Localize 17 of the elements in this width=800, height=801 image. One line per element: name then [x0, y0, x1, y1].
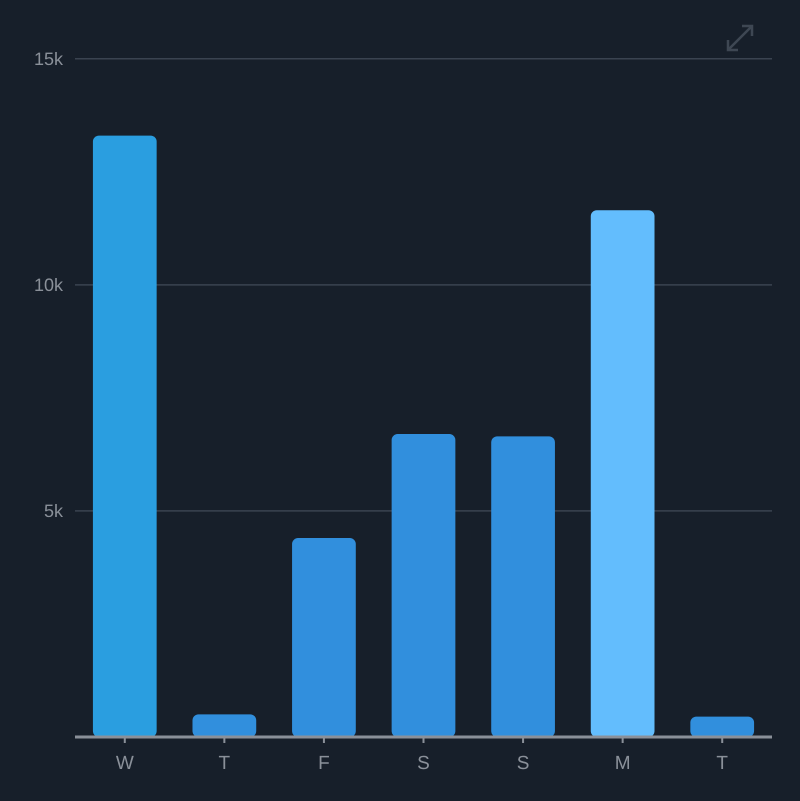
- bar: [590, 210, 655, 737]
- x-tick-label: S: [417, 753, 430, 774]
- bar: [491, 436, 555, 737]
- y-tick-label: 15k: [34, 49, 64, 70]
- bar: [292, 538, 356, 737]
- y-tick-label: 5k: [44, 501, 64, 522]
- x-tick-label: T: [716, 753, 728, 774]
- bar: [392, 434, 456, 737]
- bar: [690, 716, 754, 737]
- x-tick-label: W: [116, 753, 134, 774]
- x-tick-label: S: [516, 753, 530, 774]
- x-tick-label: M: [614, 753, 631, 774]
- x-tick-label: F: [318, 753, 330, 774]
- y-tick-label: 10k: [34, 275, 64, 296]
- bar: [92, 136, 157, 737]
- bar: [192, 714, 256, 737]
- x-tick-label: T: [218, 753, 231, 774]
